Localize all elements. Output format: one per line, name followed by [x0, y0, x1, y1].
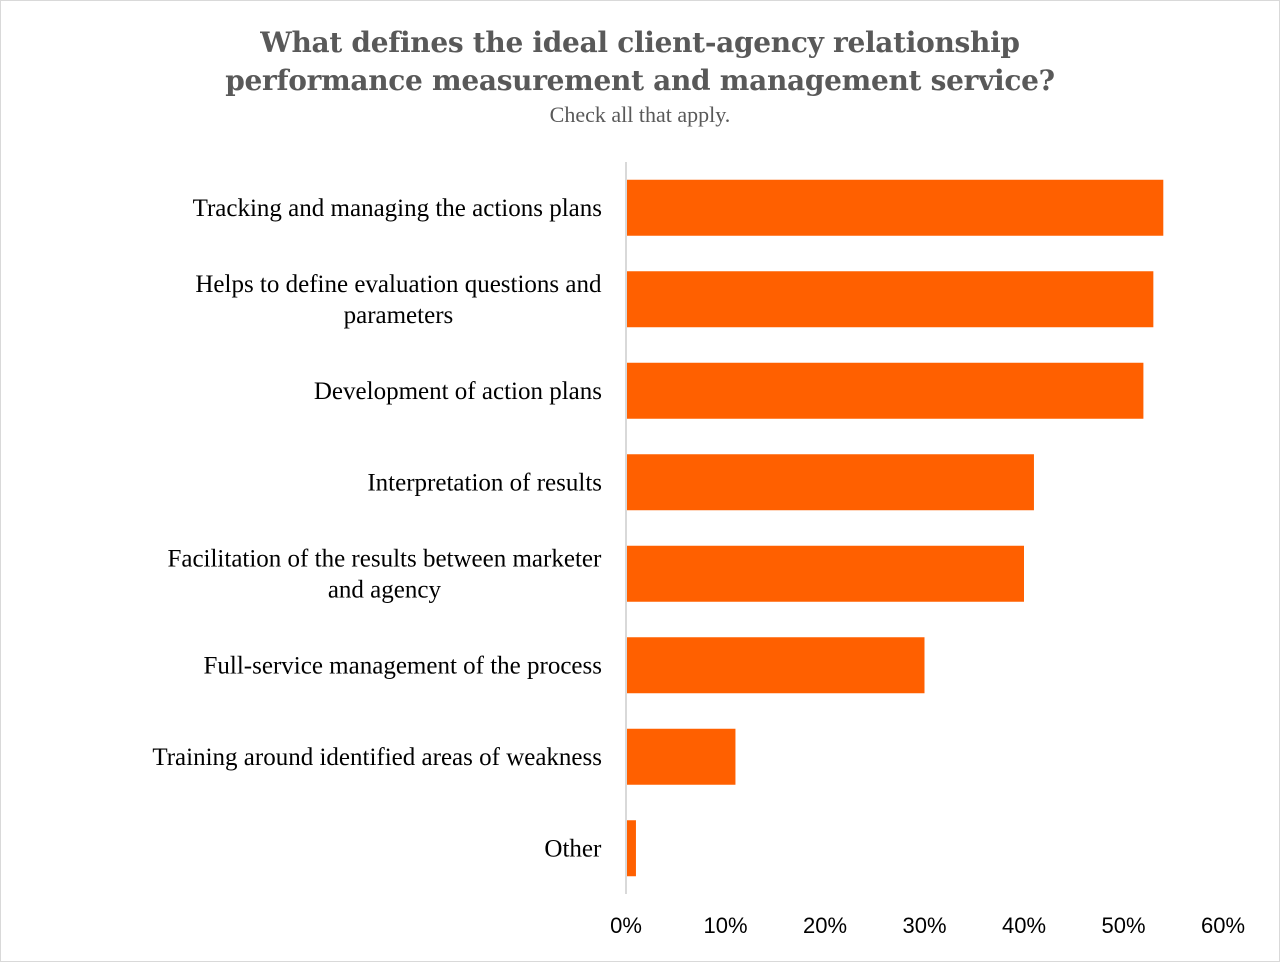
x-tick-label-6: 60%: [1201, 913, 1245, 938]
category-label-1: Helps to define evaluation questions and…: [195, 271, 602, 329]
category-label-4-line-1: and agency: [328, 576, 442, 603]
bar-6: [626, 728, 736, 785]
category-label-6-line-0: Training around identified areas of weak…: [152, 744, 602, 771]
category-label-0: Tracking and managing the actions plans: [193, 195, 602, 222]
bar-7: [626, 820, 636, 877]
category-label-1-line-0: Helps to define evaluation questions and: [195, 271, 602, 298]
chart-title-line-2: performance measurement and management s…: [225, 64, 1055, 97]
category-label-2-line-0: Development of action plans: [314, 378, 602, 405]
x-tick-label-1: 10%: [703, 913, 747, 938]
category-label-5: Full-service management of the process: [204, 652, 602, 679]
category-label-6: Training around identified areas of weak…: [152, 744, 602, 771]
chart-title: What defines the ideal client-agency rel…: [0, 24, 1280, 100]
category-label-0-line-0: Tracking and managing the actions plans: [193, 195, 602, 222]
category-label-2: Development of action plans: [314, 378, 602, 405]
category-label-4: Facilitation of the results between mark…: [167, 545, 602, 603]
x-tick-label-3: 30%: [902, 913, 946, 938]
bars-group: [626, 179, 1164, 877]
chart-title-line-1: What defines the ideal client-agency rel…: [260, 26, 1020, 59]
bar-0: [626, 179, 1164, 236]
category-label-5-line-0: Full-service management of the process: [204, 652, 602, 679]
bar-1: [626, 271, 1154, 328]
x-tick-label-2: 20%: [803, 913, 847, 938]
category-label-7-line-0: Other: [544, 835, 602, 862]
category-labels: Tracking and managing the actions plans H…: [152, 195, 602, 863]
bar-4: [626, 545, 1024, 602]
bar-3: [626, 454, 1034, 511]
category-label-1-line-1: parameters: [344, 302, 454, 329]
category-label-3-line-0: Interpretation of results: [367, 469, 602, 496]
x-tick-label-5: 50%: [1101, 913, 1145, 938]
bar-2: [626, 362, 1144, 419]
x-tick-label-0: 0%: [610, 913, 642, 938]
chart-subtitle: Check all that apply.: [549, 102, 731, 127]
x-tick-labels: 0% 10% 20% 30% 40% 50% 60%: [610, 913, 1245, 938]
category-label-4-line-0: Facilitation of the results between mark…: [167, 545, 602, 572]
category-label-7: Other: [544, 835, 602, 862]
category-label-3: Interpretation of results: [367, 469, 602, 496]
bar-5: [626, 637, 925, 694]
x-tick-label-4: 40%: [1002, 913, 1046, 938]
